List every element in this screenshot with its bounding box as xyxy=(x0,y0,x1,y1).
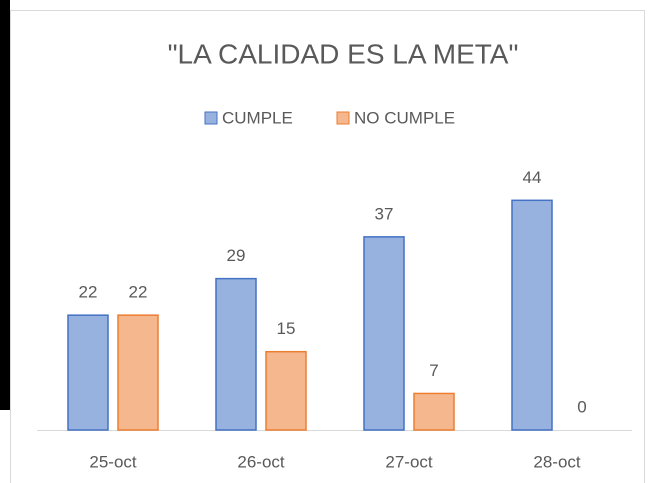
data-label: 0 xyxy=(577,397,586,416)
bar xyxy=(363,236,405,431)
left-edge xyxy=(0,0,10,410)
data-label: 44 xyxy=(523,168,542,187)
data-label: 22 xyxy=(129,283,148,302)
data-label: 22 xyxy=(79,283,98,302)
chart-title: "LA CALIDAD ES LA META" xyxy=(168,38,519,69)
data-label: 7 xyxy=(429,361,438,380)
legend-label: CUMPLE xyxy=(222,108,293,127)
data-label: 29 xyxy=(227,246,246,265)
legend-swatch xyxy=(204,111,218,125)
bar xyxy=(265,350,307,431)
x-tick-label: 26-oct xyxy=(237,452,285,471)
legend-swatch xyxy=(336,111,350,125)
x-tick-label: 25-oct xyxy=(89,452,137,471)
bar xyxy=(215,277,257,431)
x-tick-label: 28-oct xyxy=(533,452,581,471)
data-label: 15 xyxy=(277,319,296,338)
data-label: 37 xyxy=(375,204,394,223)
bar xyxy=(67,314,109,431)
bar xyxy=(413,392,455,431)
bar xyxy=(511,199,553,431)
legend-label: NO CUMPLE xyxy=(354,108,455,127)
bar xyxy=(117,314,159,431)
x-tick-label: 27-oct xyxy=(385,452,433,471)
